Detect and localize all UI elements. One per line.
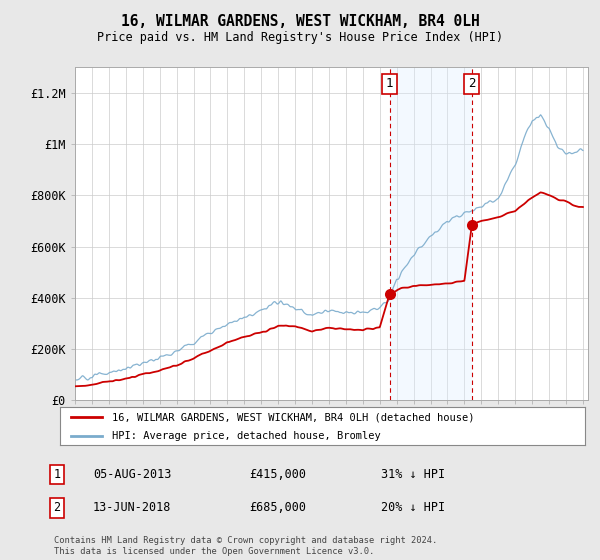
Text: 16, WILMAR GARDENS, WEST WICKHAM, BR4 0LH: 16, WILMAR GARDENS, WEST WICKHAM, BR4 0L…	[121, 14, 479, 29]
Text: HPI: Average price, detached house, Bromley: HPI: Average price, detached house, Brom…	[113, 431, 381, 441]
Text: 2: 2	[53, 501, 61, 515]
Text: £685,000: £685,000	[249, 501, 306, 515]
Text: 1: 1	[386, 77, 394, 91]
Text: Price paid vs. HM Land Registry's House Price Index (HPI): Price paid vs. HM Land Registry's House …	[97, 31, 503, 44]
Text: 16, WILMAR GARDENS, WEST WICKHAM, BR4 0LH (detached house): 16, WILMAR GARDENS, WEST WICKHAM, BR4 0L…	[113, 412, 475, 422]
Text: 13-JUN-2018: 13-JUN-2018	[93, 501, 172, 515]
Text: 31% ↓ HPI: 31% ↓ HPI	[381, 468, 445, 481]
Text: £415,000: £415,000	[249, 468, 306, 481]
Text: 2: 2	[468, 77, 476, 91]
Bar	[389, 67, 472, 400]
Text: Contains HM Land Registry data © Crown copyright and database right 2024.
This d: Contains HM Land Registry data © Crown c…	[54, 536, 437, 556]
Text: 05-AUG-2013: 05-AUG-2013	[93, 468, 172, 481]
Text: 20% ↓ HPI: 20% ↓ HPI	[381, 501, 445, 515]
Text: 1: 1	[53, 468, 61, 481]
